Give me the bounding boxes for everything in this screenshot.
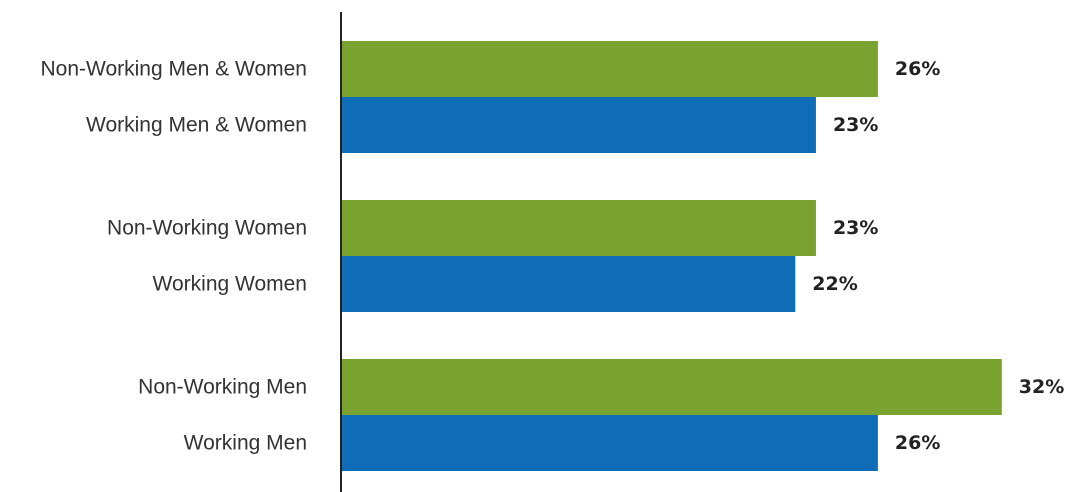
bar-3	[341, 256, 796, 312]
value-label: 22%	[812, 273, 857, 295]
bar-4	[341, 359, 1002, 415]
value-label: 32%	[1019, 376, 1064, 398]
value-label: 26%	[895, 58, 940, 80]
bar-5	[341, 415, 878, 471]
category-label: Working Men	[184, 432, 307, 455]
value-label: 26%	[895, 432, 940, 454]
value-label: 23%	[833, 114, 878, 136]
bar-2	[341, 200, 816, 256]
category-label: Working Men & Women	[86, 114, 307, 137]
bar-1	[341, 97, 816, 153]
value-labels-layer: 26% 23% 23% 22% 32% 26%	[812, 58, 1064, 454]
category-label: Non-Working Men	[138, 376, 307, 399]
value-label: 23%	[833, 217, 878, 239]
bar-0	[341, 41, 878, 97]
bars-layer	[341, 41, 1002, 471]
category-label: Working Women	[153, 273, 307, 296]
category-label: Non-Working Men & Women	[41, 58, 308, 81]
category-label: Non-Working Women	[107, 217, 307, 240]
category-labels-layer: Non-Working Men & Women Working Men & Wom…	[41, 58, 308, 455]
